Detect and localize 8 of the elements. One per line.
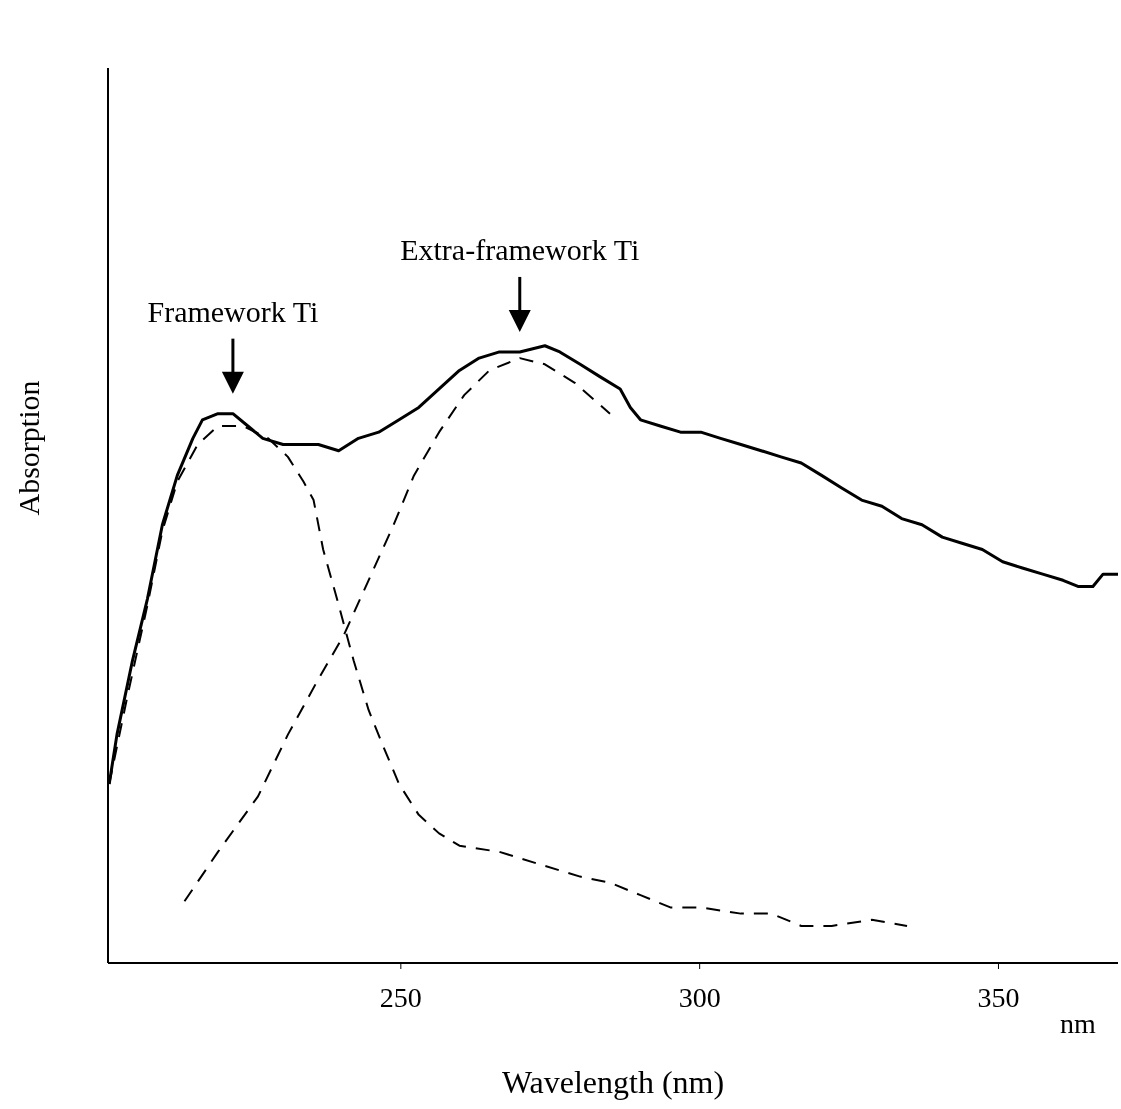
x-tick-label: 250 bbox=[379, 981, 422, 1013]
annotation: Extra-framework Ti bbox=[400, 232, 640, 266]
annotation: Framework Ti bbox=[147, 294, 319, 328]
x-tick-label: 350 bbox=[977, 981, 1020, 1013]
y-axis-title: Absorption bbox=[11, 380, 45, 516]
x-axis-title: Wavelength (nm) bbox=[501, 1064, 725, 1100]
x-tick-label: 300 bbox=[678, 981, 721, 1013]
text: nm bbox=[1060, 1008, 1096, 1040]
